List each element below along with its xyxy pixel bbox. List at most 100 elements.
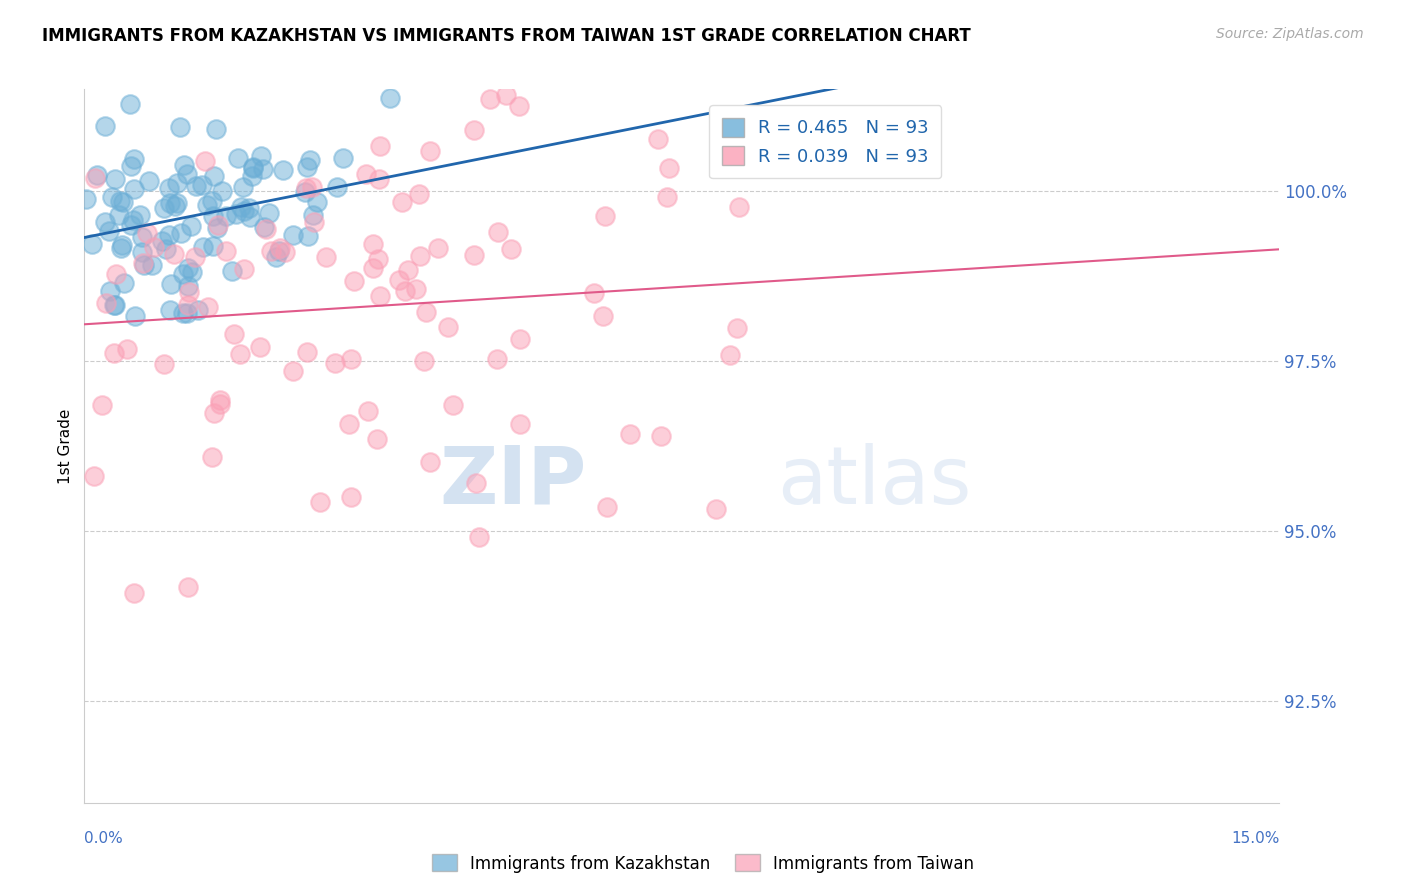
Point (468, 531, 491, 545)
Point (120, 218, 142, 232)
Point (141, 258, 163, 272)
Point (267, 244, 290, 258)
Point (233, 262, 256, 277)
Point (593, 209, 616, 223)
Point (172, 267, 194, 281)
Point (419, 454, 441, 468)
Point (583, 285, 606, 300)
Point (357, 404, 380, 418)
Point (415, 304, 437, 318)
Point (391, 195, 413, 210)
Point (187, 303, 209, 318)
Point (103, 297, 125, 311)
Point (257, 206, 280, 220)
Point (166, 195, 188, 210)
Point (273, 162, 295, 177)
Point (463, 248, 485, 262)
Point (240, 169, 263, 184)
Point (104, 298, 127, 312)
Point (98, 284, 121, 298)
Point (153, 357, 176, 371)
Point (208, 393, 231, 408)
Point (368, 139, 391, 153)
Point (207, 218, 229, 232)
Point (363, 261, 385, 276)
Point (177, 279, 200, 293)
Point (596, 500, 619, 514)
Point (110, 238, 132, 252)
Point (205, 121, 228, 136)
Point (394, 284, 416, 298)
Point (486, 225, 509, 239)
Point (508, 99, 530, 113)
Point (180, 219, 202, 234)
Point (229, 201, 252, 215)
Point (368, 172, 391, 186)
Point (242, 161, 264, 175)
Point (229, 347, 252, 361)
Point (495, 87, 517, 102)
Point (396, 263, 419, 277)
Point (718, 348, 741, 362)
Point (225, 207, 247, 221)
Point (215, 209, 238, 223)
Point (214, 244, 236, 258)
Point (208, 396, 231, 410)
Point (131, 230, 153, 244)
Point (326, 180, 349, 194)
Point (509, 332, 531, 346)
Point (436, 319, 458, 334)
Point (354, 167, 377, 181)
Point (301, 208, 323, 222)
Point (94, 215, 117, 229)
Point (98, 224, 121, 238)
Point (370, 289, 392, 303)
Point (90, 398, 112, 412)
Point (105, 267, 128, 281)
Point (413, 354, 436, 368)
Point (485, 351, 508, 366)
Point (269, 241, 291, 255)
Point (207, 220, 229, 235)
Point (118, 96, 141, 111)
Point (150, 234, 173, 248)
Point (307, 195, 329, 210)
Point (339, 490, 361, 504)
Point (361, 237, 384, 252)
Point (110, 194, 132, 208)
Point (441, 398, 464, 412)
Point (295, 161, 318, 175)
Point (242, 160, 264, 174)
Point (163, 247, 186, 261)
Point (132, 255, 155, 269)
Point (647, 132, 669, 146)
Point (177, 261, 200, 276)
Point (197, 300, 219, 314)
Point (112, 276, 135, 290)
Point (176, 580, 198, 594)
Point (250, 149, 273, 163)
Point (142, 240, 165, 254)
Point (232, 203, 254, 218)
Point (308, 495, 330, 509)
Point (107, 208, 129, 222)
Point (155, 243, 177, 257)
Point (283, 364, 305, 378)
Point (405, 282, 427, 296)
Point (367, 252, 389, 267)
Point (501, 243, 523, 257)
Point (172, 305, 194, 319)
Point (211, 185, 233, 199)
Point (153, 202, 176, 216)
Point (315, 250, 337, 264)
Point (202, 239, 225, 253)
Point (83, 469, 105, 483)
Point (159, 195, 181, 210)
Point (121, 159, 143, 173)
Point (238, 201, 260, 215)
Point (592, 310, 614, 324)
Point (134, 258, 156, 272)
Legend: R = 0.465   N = 93, R = 0.039   N = 93: R = 0.465 N = 93, R = 0.039 N = 93 (709, 105, 942, 178)
Point (176, 167, 198, 181)
Point (253, 220, 276, 235)
